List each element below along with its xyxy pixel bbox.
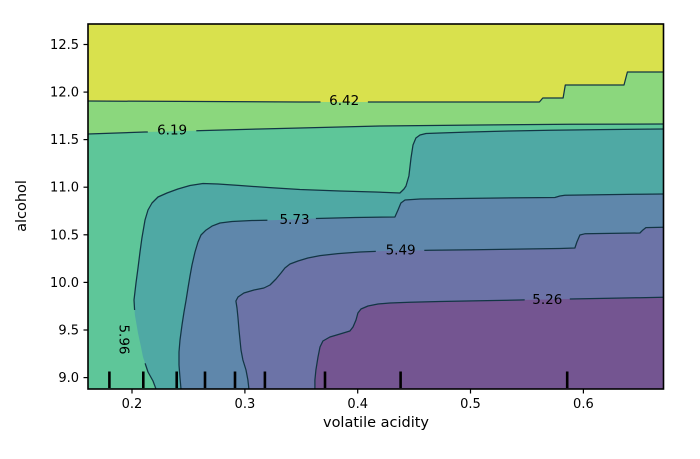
svg-text:9.5: 9.5 (58, 324, 79, 339)
svg-text:5.26: 5.26 (532, 292, 562, 308)
svg-text:0.4: 0.4 (347, 397, 368, 412)
svg-text:10.0: 10.0 (50, 276, 79, 291)
svg-text:0.5: 0.5 (460, 397, 481, 412)
svg-text:0.6: 0.6 (573, 397, 594, 412)
svg-text:10.5: 10.5 (50, 228, 79, 243)
svg-text:0.3: 0.3 (235, 397, 256, 412)
svg-text:0.2: 0.2 (122, 397, 143, 412)
svg-text:11.0: 11.0 (50, 181, 79, 196)
svg-text:9.0: 9.0 (58, 371, 79, 386)
svg-text:12.0: 12.0 (50, 86, 79, 101)
x-axis-label: volatile acidity (322, 415, 430, 431)
svg-text:5.49: 5.49 (386, 243, 416, 259)
svg-text:5.73: 5.73 (279, 212, 309, 228)
svg-text:6.19: 6.19 (157, 123, 187, 139)
svg-text:11.5: 11.5 (50, 133, 79, 148)
svg-text:5.96: 5.96 (116, 324, 132, 354)
svg-text:12.5: 12.5 (50, 38, 79, 53)
svg-text:6.42: 6.42 (329, 93, 359, 109)
y-axis-label: alcohol (14, 180, 30, 232)
